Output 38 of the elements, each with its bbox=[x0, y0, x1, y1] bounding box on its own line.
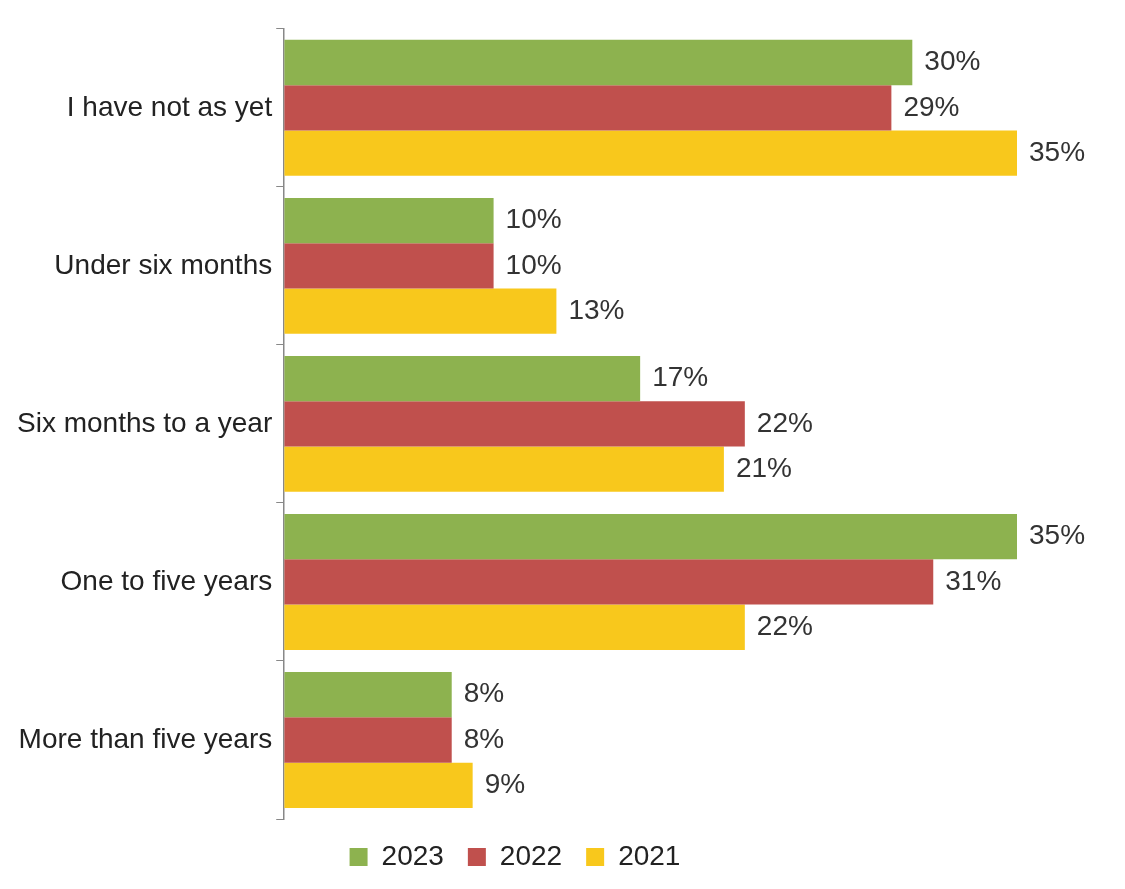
data-label: 30% bbox=[924, 45, 981, 77]
data-label: 35% bbox=[1029, 519, 1086, 551]
data-label: 10% bbox=[505, 248, 562, 280]
data-label: 13% bbox=[568, 293, 625, 325]
y-tick-label: One to five years bbox=[60, 564, 273, 596]
data-label: 29% bbox=[903, 90, 960, 122]
legend-label: 2023 bbox=[381, 839, 444, 871]
bar bbox=[284, 85, 892, 131]
bar bbox=[284, 604, 745, 650]
bar bbox=[284, 197, 494, 244]
data-label: 8% bbox=[463, 722, 505, 754]
data-label: 22% bbox=[756, 609, 813, 641]
bar bbox=[284, 39, 913, 86]
data-label: 22% bbox=[756, 406, 813, 438]
bar bbox=[284, 243, 494, 289]
data-label: 10% bbox=[505, 203, 562, 235]
legend-label: 2021 bbox=[618, 839, 681, 871]
data-label: 35% bbox=[1029, 135, 1086, 167]
bar bbox=[284, 288, 557, 334]
bar bbox=[284, 446, 724, 492]
bar bbox=[284, 762, 473, 808]
bar bbox=[284, 559, 934, 605]
bar bbox=[284, 672, 452, 718]
data-label: 8% bbox=[463, 677, 505, 709]
data-label: 31% bbox=[945, 564, 1002, 596]
y-tick-label: I have not as yet bbox=[66, 90, 273, 122]
bar bbox=[284, 130, 1017, 176]
bar bbox=[284, 717, 452, 763]
bar bbox=[284, 513, 1017, 560]
data-label: 9% bbox=[484, 768, 526, 799]
bar bbox=[284, 401, 745, 447]
data-label: 21% bbox=[735, 451, 792, 483]
y-tick-label: More than five years bbox=[18, 722, 273, 754]
bar bbox=[284, 355, 641, 402]
data-label: 17% bbox=[652, 361, 709, 393]
y-tick-label: Under six months bbox=[54, 248, 273, 280]
y-tick-label: Six months to a year bbox=[16, 406, 273, 438]
legend-label: 2022 bbox=[499, 839, 563, 871]
